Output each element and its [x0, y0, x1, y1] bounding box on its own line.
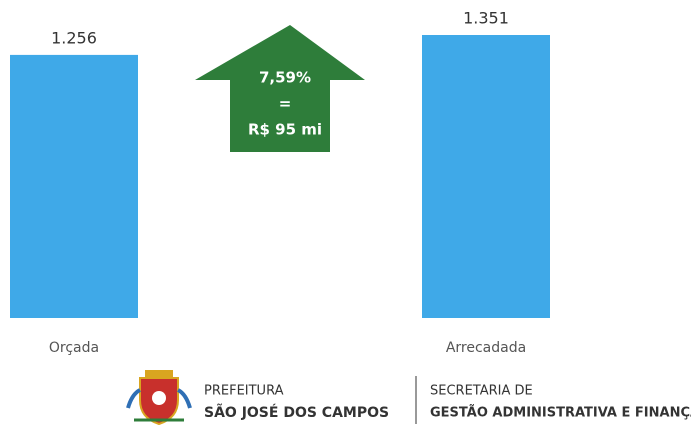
- bar: [422, 35, 550, 318]
- category-label: Orçada: [49, 340, 99, 356]
- arrow: [195, 25, 365, 152]
- footer-left-1: PREFEITURA: [204, 384, 284, 399]
- annotation-text: R$ 95 mi: [248, 121, 322, 139]
- footer-left-2: SÃO JOSÉ DOS CAMPOS: [204, 404, 389, 421]
- category-label: Arrecadada: [446, 340, 526, 356]
- annotation-text: =: [279, 95, 292, 113]
- footer-right-2: GESTÃO ADMINISTRATIVA E FINANÇAS: [430, 405, 691, 421]
- logo: [126, 370, 192, 426]
- annotation-text: 7,59%: [259, 69, 311, 87]
- value-label: 1.256: [51, 28, 97, 47]
- bar: [10, 54, 138, 318]
- footer-right-1: SECRETARIA DE: [430, 384, 533, 399]
- value-label: 1.351: [463, 9, 509, 28]
